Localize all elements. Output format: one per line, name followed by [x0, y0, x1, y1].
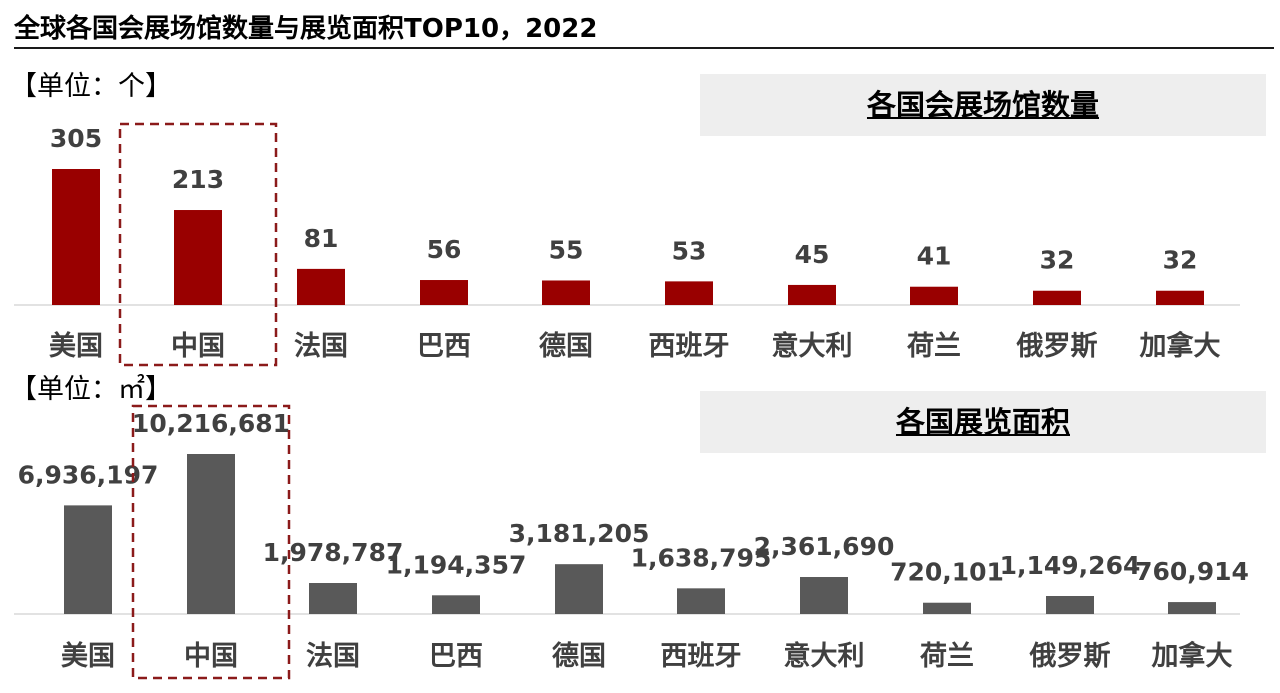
area-category-label: 美国 — [61, 640, 115, 672]
count-category-label: 法国 — [294, 331, 348, 362]
area-category-label: 俄罗斯 — [1029, 641, 1111, 672]
area-data-label: 1,149,264 — [1000, 551, 1141, 580]
area-data-label: 1,194,357 — [386, 550, 527, 579]
area-data-label: 1,638,795 — [631, 543, 772, 572]
count-category-label: 俄罗斯 — [1016, 331, 1098, 362]
area-bar — [1168, 602, 1216, 614]
area-bar — [1046, 596, 1094, 614]
count-bar — [1033, 290, 1081, 305]
count-category-label: 德国 — [539, 331, 593, 362]
count-data-label: 81 — [304, 224, 339, 253]
count-bar — [174, 210, 222, 305]
area-category-label: 荷兰 — [920, 641, 974, 672]
count-category-label: 荷兰 — [907, 331, 961, 362]
area-category-label: 巴西 — [429, 641, 483, 672]
count-bar — [420, 280, 468, 305]
area-data-label: 6,936,197 — [18, 460, 159, 489]
area-category-label: 西班牙 — [661, 641, 742, 672]
title-divider — [14, 47, 1274, 49]
area-category-label: 法国 — [306, 641, 360, 672]
count-data-label: 56 — [427, 235, 462, 264]
area-data-label: 720,101 — [890, 558, 1004, 587]
area-bar — [309, 583, 357, 614]
count-category-label: 加拿大 — [1140, 330, 1221, 362]
area-bar — [187, 454, 235, 614]
count-data-label: 45 — [795, 240, 830, 269]
chart-title-bottom: 各国展览面积 — [700, 391, 1266, 453]
count-category-label: 美国 — [49, 330, 103, 362]
area-bar — [800, 577, 848, 614]
count-bar — [665, 281, 713, 305]
count-bar — [910, 286, 958, 305]
count-bar — [542, 280, 590, 305]
area-category-label: 德国 — [552, 641, 606, 672]
count-bar — [297, 268, 345, 305]
area-bar — [432, 595, 480, 614]
count-data-label: 53 — [672, 236, 707, 265]
unit-label-top: 【单位：个】 — [10, 71, 172, 102]
area-data-label: 760,914 — [1135, 557, 1249, 586]
count-category-label: 意大利 — [772, 330, 853, 362]
area-data-label: 10,216,681 — [132, 409, 290, 438]
area-data-label: 1,978,787 — [263, 538, 404, 567]
count-bar — [1156, 290, 1204, 305]
count-data-label: 305 — [50, 124, 102, 153]
count-category-label: 巴西 — [417, 331, 471, 362]
count-category-label: 中国 — [171, 331, 225, 362]
area-category-label: 意大利 — [784, 640, 865, 672]
area-category-label: 加拿大 — [1152, 640, 1233, 672]
count-bar — [788, 284, 836, 305]
area-bar — [677, 588, 725, 614]
count-data-label: 55 — [549, 235, 584, 264]
count-data-label: 32 — [1040, 246, 1075, 275]
count-category-label: 西班牙 — [649, 331, 730, 362]
count-data-label: 213 — [172, 165, 224, 194]
area-data-label: 2,361,690 — [754, 532, 895, 561]
area-category-label: 中国 — [184, 641, 238, 672]
area-bar — [923, 602, 971, 614]
page-title: 全球各国会展场馆数量与展览面积TOP10，2022 — [14, 14, 598, 44]
unit-label-bottom: 【单位：㎡】 — [10, 374, 172, 405]
count-data-label: 32 — [1163, 246, 1198, 275]
count-highlight-box — [118, 122, 278, 367]
area-bar — [64, 505, 112, 614]
area-highlight-box — [131, 404, 291, 680]
count-data-label: 41 — [917, 242, 952, 271]
chart-title-top: 各国会展场馆数量 — [700, 74, 1266, 136]
area-data-label: 3,181,205 — [509, 519, 650, 548]
area-bar — [555, 564, 603, 614]
count-bar — [52, 169, 100, 305]
